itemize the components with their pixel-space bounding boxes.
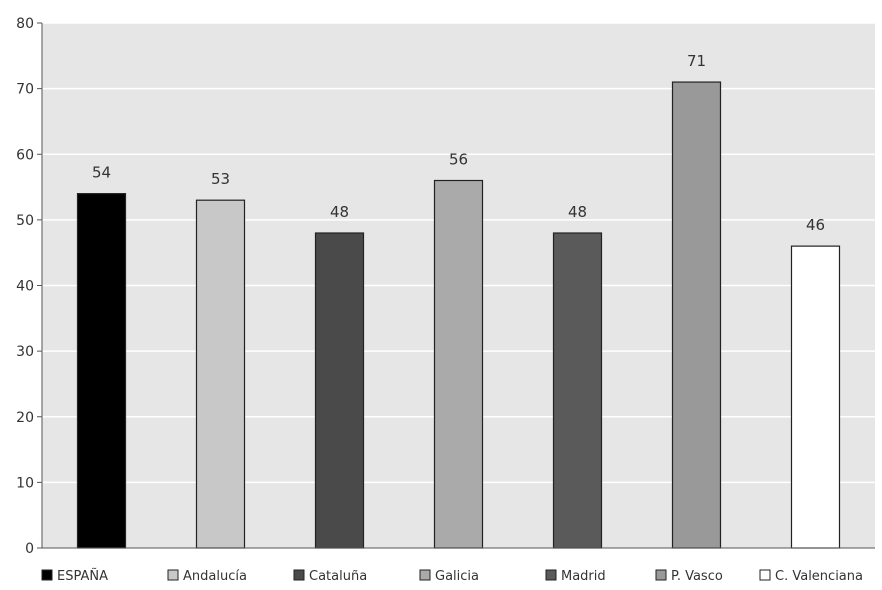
y-tick-label: 40 — [16, 279, 34, 295]
legend-swatch — [545, 569, 557, 581]
bar — [790, 245, 841, 549]
data-label: 48 — [568, 203, 587, 221]
legend-label: Galicia — [435, 569, 479, 584]
bar — [433, 179, 484, 549]
legend: ESPAÑA Andalucía Cataluña Galicia Madrid P. V… — [41, 568, 863, 584]
data-label: 71 — [687, 52, 706, 70]
bar — [552, 232, 603, 549]
data-label: 56 — [449, 151, 468, 169]
bar — [671, 81, 722, 549]
data-label: 53 — [211, 170, 230, 188]
y-tick-label: 50 — [16, 213, 34, 229]
legend-label: ESPAÑA — [57, 568, 108, 584]
legend-swatch — [655, 569, 667, 581]
legend-label: Madrid — [561, 569, 606, 584]
legend-swatch — [167, 569, 179, 581]
data-label: 46 — [806, 216, 825, 234]
data-label: 54 — [92, 164, 111, 182]
legend-label: C. Valenciana — [775, 569, 863, 584]
legend-label: P. Vasco — [671, 569, 723, 584]
legend-swatch — [419, 569, 431, 581]
y-tick-label: 10 — [16, 475, 34, 491]
bars — [76, 81, 841, 549]
y-tick-label: 60 — [16, 147, 34, 163]
y-axis-ticks: 0 10 20 30 40 50 60 70 80 — [16, 16, 42, 557]
bar — [314, 232, 365, 549]
y-tick-label: 80 — [16, 16, 34, 32]
legend-swatch — [41, 569, 53, 581]
legend-swatch — [293, 569, 305, 581]
legend-swatch — [759, 569, 771, 581]
y-tick-label: 30 — [16, 344, 34, 360]
y-tick-label: 0 — [25, 541, 34, 557]
bar — [195, 199, 246, 549]
legend-label: Andalucía — [183, 569, 247, 584]
legend-label: Cataluña — [309, 569, 367, 584]
y-tick-label: 20 — [16, 410, 34, 426]
y-tick-label: 70 — [16, 82, 34, 98]
data-labels: 54 53 48 56 48 71 46 — [92, 52, 825, 234]
data-label: 48 — [330, 203, 349, 221]
bar — [76, 193, 127, 549]
